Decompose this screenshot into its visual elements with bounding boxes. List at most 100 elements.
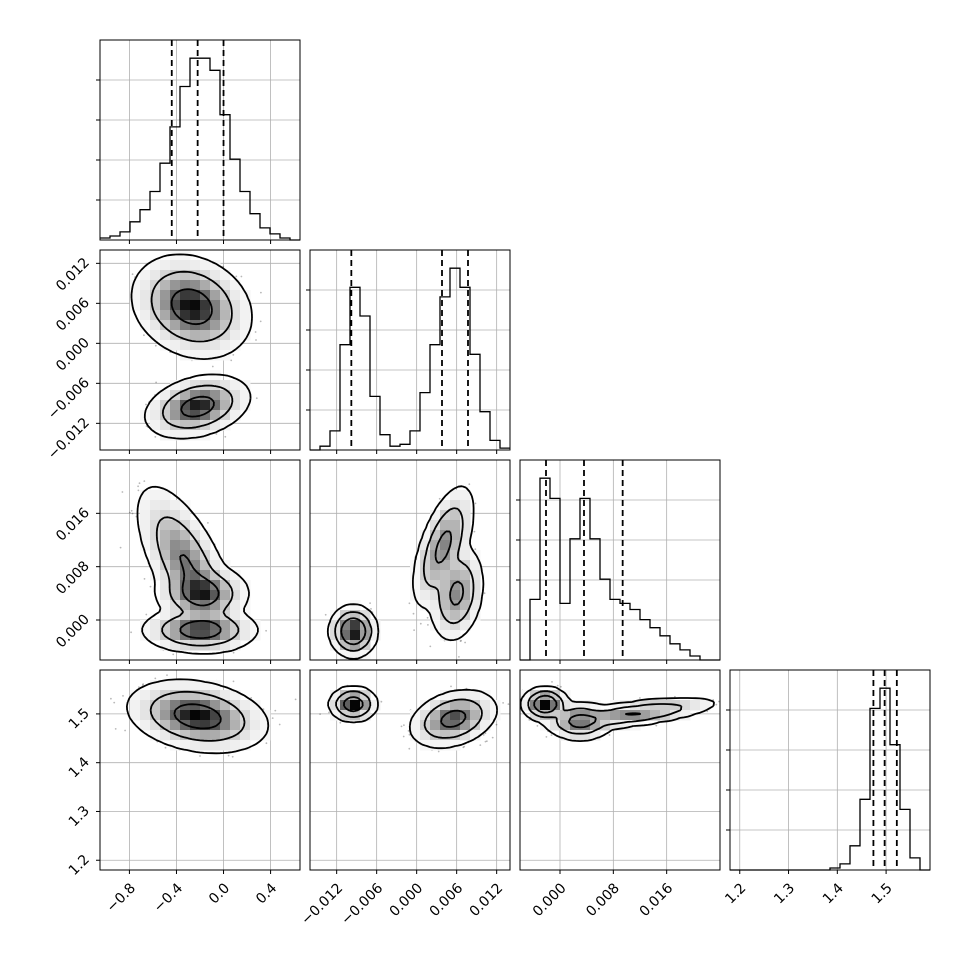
sample-point bbox=[408, 733, 411, 736]
density-cell bbox=[160, 310, 171, 321]
panel-frame bbox=[519, 669, 721, 871]
density-cell bbox=[190, 620, 201, 631]
density-cell bbox=[180, 380, 191, 391]
density-cell bbox=[150, 560, 161, 571]
density-cell bbox=[460, 700, 471, 711]
density-cell bbox=[160, 290, 171, 301]
density-cell bbox=[170, 570, 181, 581]
density-cell bbox=[160, 590, 171, 601]
density-cell bbox=[650, 700, 661, 711]
density-cell bbox=[210, 290, 221, 301]
density-cell bbox=[440, 510, 451, 521]
sample-point bbox=[262, 708, 265, 711]
density-cell bbox=[190, 580, 201, 591]
density-cell bbox=[350, 600, 361, 611]
density-cell bbox=[150, 730, 161, 741]
density-cell bbox=[250, 720, 261, 731]
density-cell bbox=[190, 630, 201, 641]
density-cell bbox=[430, 560, 441, 571]
density-cell bbox=[260, 720, 271, 731]
density-cell bbox=[470, 710, 481, 721]
y-tick-label: 1.5 bbox=[66, 705, 93, 732]
density-cell bbox=[210, 560, 221, 571]
contour-level-0 bbox=[533, 694, 642, 729]
density-cell bbox=[130, 690, 141, 701]
sample-point bbox=[172, 653, 175, 656]
sample-point bbox=[154, 677, 157, 680]
density-cell bbox=[230, 330, 241, 341]
density-cell bbox=[470, 700, 481, 711]
density-cell bbox=[200, 260, 211, 271]
density-cell bbox=[170, 310, 181, 321]
sample-point bbox=[408, 602, 411, 605]
density-cell bbox=[450, 500, 461, 511]
density-cell bbox=[440, 560, 451, 571]
density-cell bbox=[460, 530, 471, 541]
contour-level-0 bbox=[343, 696, 467, 728]
density-cell bbox=[190, 390, 201, 401]
density-cell bbox=[190, 420, 201, 431]
sample-point bbox=[232, 354, 235, 356]
density-cell bbox=[150, 630, 161, 641]
density-cell bbox=[180, 340, 191, 351]
sample-point bbox=[131, 273, 134, 276]
density-cell bbox=[200, 630, 211, 641]
sample-point bbox=[155, 381, 158, 384]
density-cell bbox=[200, 730, 211, 741]
density-cell bbox=[590, 700, 601, 711]
density-cell bbox=[450, 690, 461, 701]
density-cell bbox=[360, 700, 371, 711]
density-cell bbox=[140, 280, 151, 291]
density-cell bbox=[440, 720, 451, 731]
density-cell bbox=[230, 600, 241, 611]
histogram-panel-2 bbox=[516, 459, 721, 661]
density-cell bbox=[440, 520, 451, 531]
density-cell bbox=[160, 720, 171, 731]
density-cell bbox=[600, 710, 611, 721]
density-cell bbox=[180, 690, 191, 701]
density-cell bbox=[460, 720, 471, 731]
density-cell bbox=[200, 280, 211, 291]
density-cell bbox=[220, 720, 231, 731]
density-cell bbox=[200, 570, 211, 581]
density-cell bbox=[330, 640, 341, 651]
sample-point bbox=[143, 334, 145, 337]
sample-point bbox=[655, 724, 658, 727]
density-cell bbox=[200, 720, 211, 731]
histogram-panel-3 bbox=[726, 669, 931, 871]
density-cell bbox=[190, 540, 201, 551]
density-cell bbox=[180, 740, 191, 751]
density-cell bbox=[460, 580, 471, 591]
density-cell bbox=[170, 280, 181, 291]
density-cell bbox=[180, 420, 191, 431]
density-cell bbox=[140, 300, 151, 311]
sample-point bbox=[370, 608, 372, 610]
sample-point bbox=[458, 656, 460, 658]
density-cell bbox=[460, 550, 471, 561]
sample-point bbox=[361, 661, 363, 663]
density-cell bbox=[180, 610, 191, 621]
density-cell bbox=[140, 270, 151, 281]
density-cell bbox=[190, 550, 201, 561]
density-cell bbox=[150, 720, 161, 731]
sample-point bbox=[324, 613, 327, 616]
density-cell bbox=[220, 730, 231, 741]
y-tick-label: 1.3 bbox=[66, 803, 93, 830]
sample-point bbox=[483, 592, 486, 595]
panel-frame bbox=[519, 459, 721, 661]
density-cell bbox=[370, 620, 381, 631]
sample-point bbox=[143, 578, 146, 580]
density-cell bbox=[140, 490, 151, 501]
density-cell bbox=[430, 510, 441, 521]
density-cell bbox=[170, 270, 181, 281]
density-cell bbox=[200, 700, 211, 711]
density-cell bbox=[610, 710, 621, 721]
sample-point bbox=[265, 629, 267, 632]
density-cell bbox=[200, 680, 211, 691]
density-cell bbox=[180, 710, 191, 721]
density-cell bbox=[160, 600, 171, 611]
sample-point bbox=[137, 489, 140, 492]
density-cell bbox=[230, 710, 241, 721]
density-cell bbox=[560, 730, 571, 741]
density-cell bbox=[150, 400, 161, 411]
